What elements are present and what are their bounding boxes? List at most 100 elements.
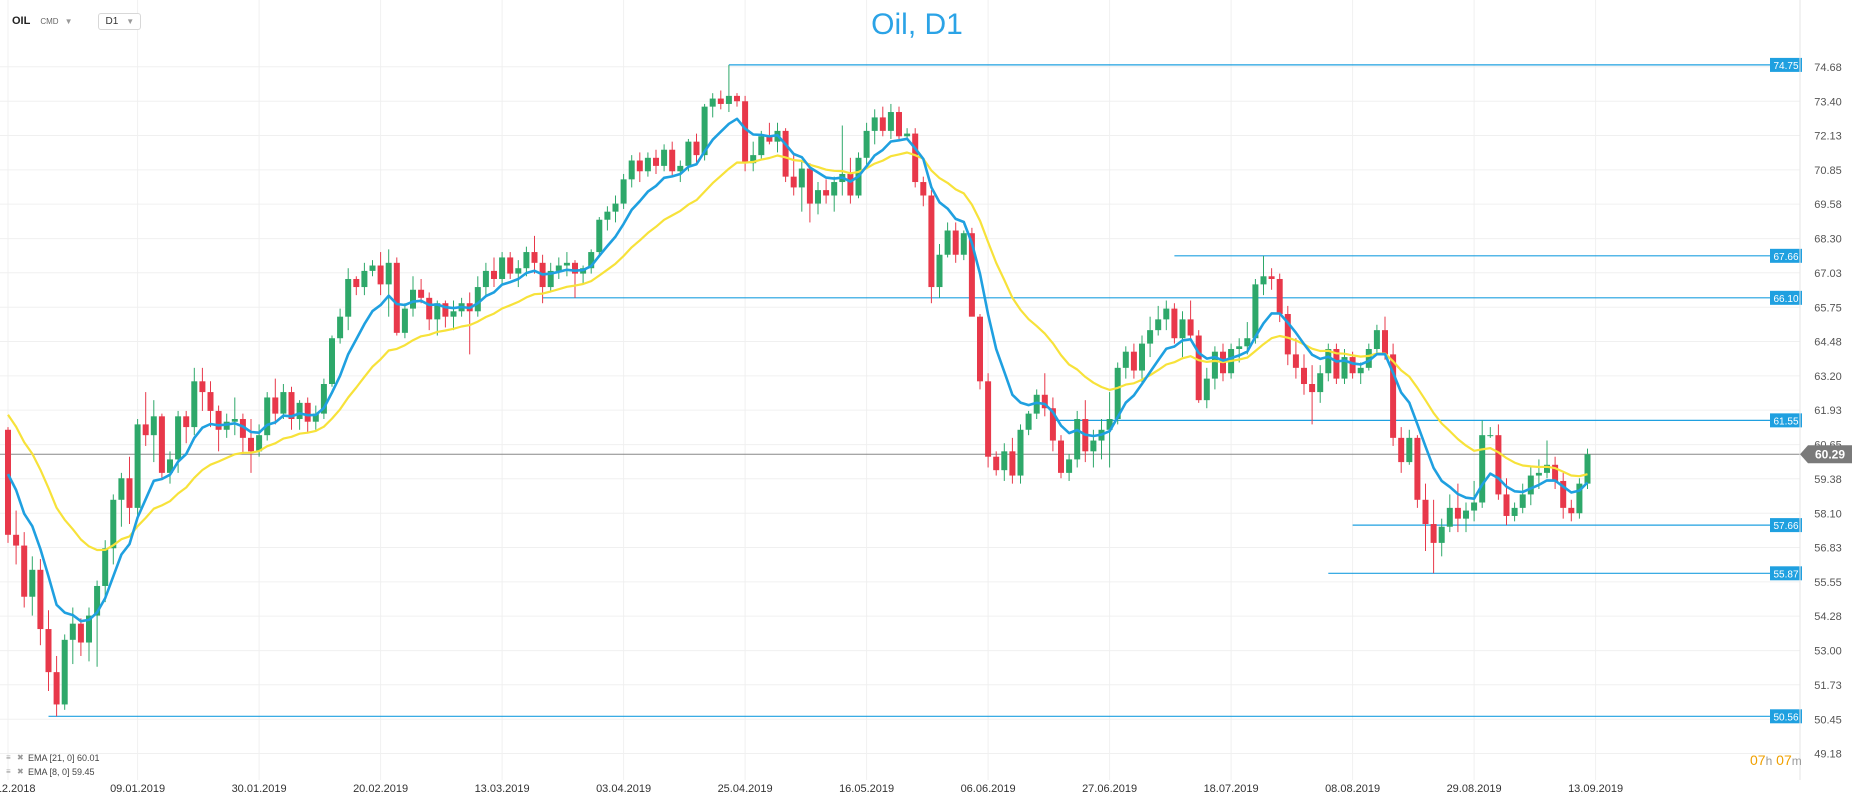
- candle[interactable]: [1203, 367, 1210, 409]
- symbol-type-label[interactable]: CMD: [40, 16, 59, 26]
- candle[interactable]: [644, 152, 651, 177]
- candle[interactable]: [167, 451, 173, 484]
- candle[interactable]: [1163, 300, 1170, 331]
- candle[interactable]: [904, 128, 911, 139]
- candle[interactable]: [86, 607, 92, 662]
- candle[interactable]: [750, 141, 757, 172]
- candle[interactable]: [1414, 435, 1421, 508]
- candle[interactable]: [1422, 483, 1429, 551]
- candle[interactable]: [1357, 362, 1364, 385]
- candle[interactable]: [1495, 424, 1502, 500]
- candle[interactable]: [871, 109, 878, 145]
- candle[interactable]: [1009, 437, 1016, 484]
- candle[interactable]: [499, 252, 506, 285]
- candle[interactable]: [555, 257, 562, 279]
- candle[interactable]: [1487, 427, 1494, 438]
- candle[interactable]: [312, 405, 319, 430]
- candle[interactable]: [1309, 365, 1316, 425]
- candle[interactable]: [134, 419, 141, 516]
- candle[interactable]: [37, 559, 44, 646]
- candle[interactable]: [790, 155, 797, 196]
- candle[interactable]: [1082, 400, 1089, 463]
- candle[interactable]: [1074, 410, 1081, 468]
- candle[interactable]: [1552, 456, 1559, 490]
- candle[interactable]: [215, 405, 222, 452]
- candle[interactable]: [1568, 499, 1575, 522]
- candle[interactable]: [1195, 330, 1202, 403]
- candle[interactable]: [952, 222, 959, 263]
- candle[interactable]: [928, 190, 935, 304]
- candle[interactable]: [69, 607, 76, 665]
- candle[interactable]: [150, 400, 157, 463]
- level-tag[interactable]: 66.10: [1770, 290, 1802, 305]
- candle[interactable]: [377, 252, 384, 296]
- candle[interactable]: [1438, 518, 1445, 557]
- candle[interactable]: [410, 276, 416, 317]
- candle[interactable]: [620, 173, 627, 209]
- candle[interactable]: [588, 249, 595, 274]
- candle[interactable]: [142, 392, 149, 446]
- candle[interactable]: [361, 262, 368, 296]
- candle[interactable]: [1033, 389, 1040, 420]
- list-icon[interactable]: ≡: [6, 753, 11, 762]
- candle[interactable]: [231, 397, 238, 436]
- candle[interactable]: [669, 141, 676, 177]
- candle[interactable]: [450, 300, 457, 331]
- candle[interactable]: [191, 367, 198, 436]
- candle[interactable]: [831, 176, 838, 212]
- chevron-down-icon[interactable]: ▼: [64, 16, 73, 26]
- candle[interactable]: [126, 456, 133, 525]
- candle[interactable]: [1122, 346, 1129, 379]
- candle[interactable]: [1284, 305, 1291, 366]
- candle[interactable]: [1211, 346, 1218, 390]
- candle[interactable]: [1187, 300, 1194, 341]
- candle[interactable]: [936, 243, 943, 298]
- candle[interactable]: [401, 303, 408, 339]
- level-tag[interactable]: 57.66: [1770, 518, 1802, 533]
- candle[interactable]: [1317, 365, 1324, 403]
- candle[interactable]: [604, 206, 611, 231]
- candle[interactable]: [1446, 494, 1453, 533]
- candle[interactable]: [13, 510, 20, 565]
- candle[interactable]: [1098, 419, 1105, 460]
- candle[interactable]: [288, 386, 295, 430]
- candle[interactable]: [118, 472, 125, 527]
- candle[interactable]: [863, 122, 870, 169]
- candle[interactable]: [393, 257, 400, 336]
- candle[interactable]: [5, 427, 11, 543]
- candle[interactable]: [1025, 410, 1032, 436]
- candle[interactable]: [264, 392, 271, 441]
- candle[interactable]: [482, 262, 489, 296]
- candle[interactable]: [183, 410, 190, 444]
- candle[interactable]: [1155, 305, 1162, 336]
- candle[interactable]: [1333, 343, 1340, 385]
- candle[interactable]: [385, 249, 392, 317]
- candle[interactable]: [1576, 478, 1583, 519]
- candle[interactable]: [1479, 420, 1486, 508]
- candle[interactable]: [94, 580, 101, 667]
- candle[interactable]: [628, 155, 635, 188]
- candle[interactable]: [1066, 454, 1073, 481]
- candle[interactable]: [1406, 429, 1413, 465]
- candle[interactable]: [734, 93, 740, 107]
- candle[interactable]: [1260, 255, 1267, 296]
- candle[interactable]: [53, 655, 60, 717]
- candle[interactable]: [766, 122, 773, 145]
- candle[interactable]: [1365, 343, 1372, 371]
- candle[interactable]: [1560, 472, 1567, 519]
- candle[interactable]: [1301, 354, 1307, 395]
- candle[interactable]: [21, 532, 28, 608]
- candle[interactable]: [693, 133, 700, 164]
- candle[interactable]: [29, 556, 36, 616]
- candle[interactable]: [1463, 502, 1469, 533]
- candle[interactable]: [158, 413, 165, 479]
- candle[interactable]: [596, 217, 603, 255]
- candle[interactable]: [742, 95, 749, 172]
- candle[interactable]: [709, 93, 716, 118]
- candle[interactable]: [806, 163, 813, 223]
- candle[interactable]: [491, 257, 497, 288]
- candle[interactable]: [1373, 324, 1380, 355]
- candle[interactable]: [507, 252, 514, 279]
- candle[interactable]: [653, 149, 659, 174]
- candle[interactable]: [296, 400, 303, 430]
